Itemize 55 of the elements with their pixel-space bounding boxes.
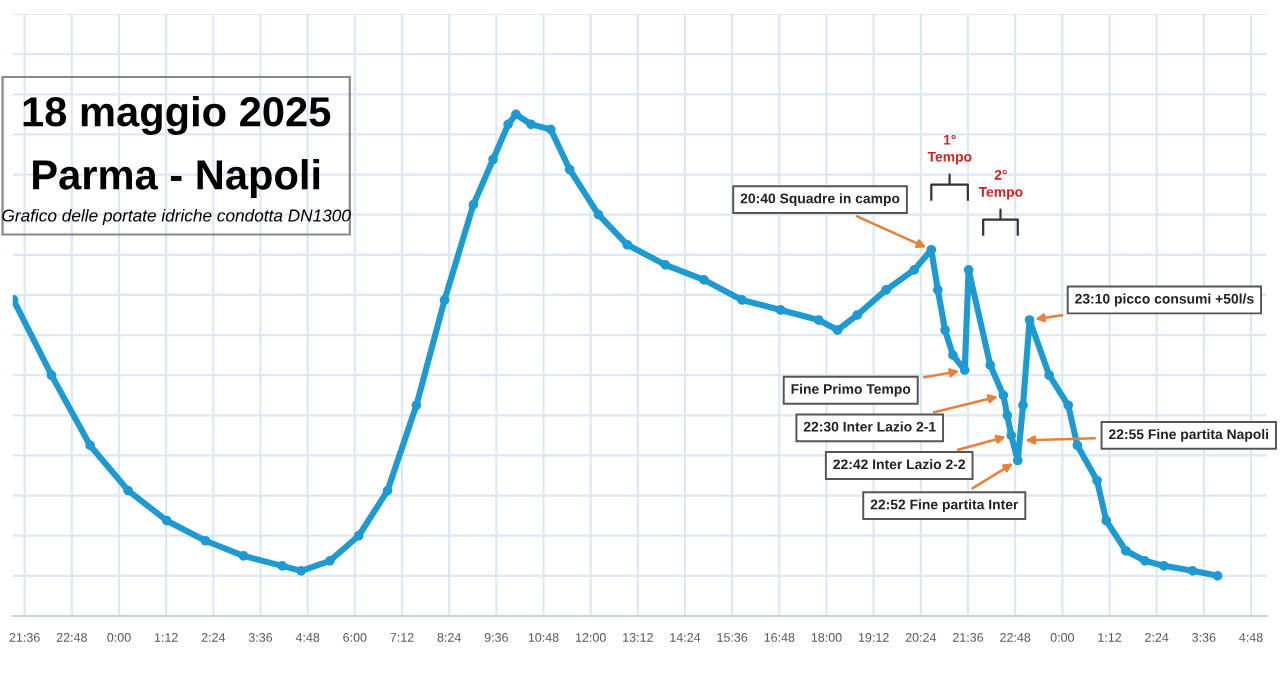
point xyxy=(1024,315,1035,325)
point xyxy=(1092,475,1102,486)
point xyxy=(161,515,172,526)
point xyxy=(1140,555,1150,566)
point xyxy=(1072,440,1083,451)
annotation: Grafico delle portate idriche condotta DN1300 xyxy=(2,208,351,226)
point xyxy=(622,239,633,250)
point xyxy=(200,535,211,546)
point xyxy=(1063,400,1074,411)
point xyxy=(1187,565,1198,576)
point xyxy=(852,310,863,320)
point xyxy=(932,285,943,295)
point xyxy=(526,119,536,130)
point xyxy=(593,209,604,220)
chart-title: 18 maggio 2025 xyxy=(23,95,331,136)
point xyxy=(468,199,479,210)
point xyxy=(564,164,575,175)
point xyxy=(1121,545,1131,556)
point xyxy=(85,440,96,451)
point xyxy=(325,555,335,566)
point xyxy=(503,119,513,130)
point xyxy=(813,315,824,325)
text: Parma - Napoli xyxy=(33,159,320,198)
point xyxy=(277,560,287,571)
point xyxy=(488,154,498,165)
point xyxy=(940,325,950,335)
point xyxy=(985,360,996,371)
point xyxy=(439,295,450,305)
point xyxy=(382,485,393,496)
point xyxy=(411,400,422,411)
point xyxy=(1101,515,1112,526)
point xyxy=(998,390,1009,401)
point xyxy=(881,285,891,295)
point xyxy=(699,275,709,285)
point xyxy=(123,485,134,496)
point xyxy=(1212,571,1223,581)
point xyxy=(296,565,306,576)
point xyxy=(46,370,57,381)
point xyxy=(1002,410,1013,421)
point xyxy=(660,259,671,270)
point xyxy=(238,550,249,561)
point xyxy=(775,305,786,315)
point xyxy=(948,350,958,360)
point xyxy=(1044,370,1055,381)
point xyxy=(353,530,364,541)
point xyxy=(909,264,920,275)
point xyxy=(1018,400,1028,411)
point xyxy=(545,124,556,135)
point xyxy=(959,365,970,376)
point xyxy=(1006,430,1017,441)
point xyxy=(737,295,747,305)
point xyxy=(1159,560,1169,571)
point xyxy=(963,264,974,275)
point xyxy=(511,109,521,120)
point xyxy=(832,325,843,335)
